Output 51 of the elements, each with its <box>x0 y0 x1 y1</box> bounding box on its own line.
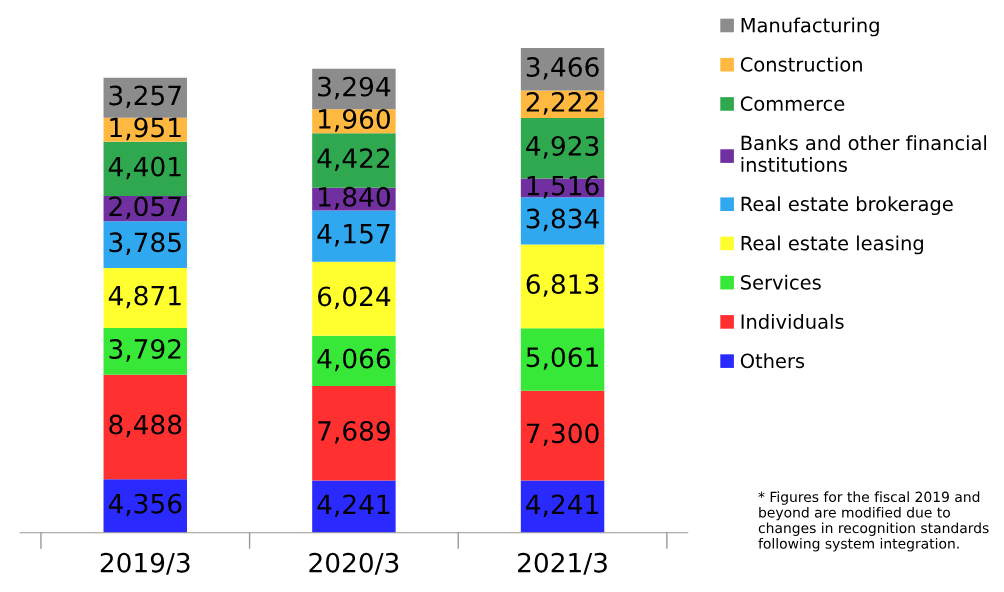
data-label: 3,466 <box>526 56 599 80</box>
legend-label: Others <box>740 353 805 369</box>
data-label: 1,960 <box>319 108 390 132</box>
data-label: 4,871 <box>108 285 181 309</box>
legend-label: Construction <box>740 56 862 72</box>
data-label: 6,813 <box>526 274 599 297</box>
bar <box>520 390 605 481</box>
legend-label: Banks and other financial institutions <box>741 135 987 173</box>
data-label: 3,834 <box>526 208 599 232</box>
x-tick-label: 2019/3 <box>100 552 190 575</box>
data-label: 4,401 <box>108 156 181 180</box>
x-tick-label: 2021/3 <box>518 552 607 575</box>
data-label: 3,257 <box>109 85 181 109</box>
data-label: 7,689 <box>318 420 390 444</box>
data-label: 4,356 <box>108 493 182 517</box>
data-label: 3,792 <box>109 338 181 362</box>
bar <box>312 210 396 262</box>
data-label: 1,516 <box>527 175 599 199</box>
data-label: 4,241 <box>526 494 598 518</box>
data-label: 8,488 <box>109 414 182 438</box>
bar <box>103 267 187 328</box>
bar <box>103 141 187 197</box>
data-label: 6,024 <box>317 286 391 310</box>
bar <box>520 328 605 391</box>
bar <box>312 261 396 336</box>
data-label: 4,422 <box>317 148 390 171</box>
text: * Figures for the fiscal 2019 and beyond are modified due to changes in recognition standards following system integration. <box>758 491 989 552</box>
bar <box>312 385 396 481</box>
x-tick-label: 2020/3 <box>309 552 399 575</box>
data-label: 4,923 <box>526 135 599 159</box>
bar <box>103 221 187 268</box>
data-label: 4,066 <box>317 348 391 372</box>
legend-label: Commerce <box>740 96 845 112</box>
bar <box>520 244 605 329</box>
bar <box>312 133 396 188</box>
data-label: 2,222 <box>526 91 598 115</box>
data-label: 4,241 <box>317 494 390 518</box>
data-label: 1,951 <box>110 117 181 141</box>
data-label: 3,294 <box>318 76 391 100</box>
data-label: 5,061 <box>526 347 598 370</box>
legend-label: Real estate brokerage <box>741 196 953 216</box>
data-label: 2,057 <box>109 196 181 220</box>
legend-label: Real estate leasing <box>741 235 923 255</box>
legend-label: Individuals <box>741 313 844 329</box>
data-label: 3,785 <box>109 232 181 256</box>
data-label: 7,300 <box>526 423 599 446</box>
legend-label: Services <box>741 274 821 290</box>
legend-label: Manufacturing <box>741 17 879 37</box>
bar <box>103 374 187 480</box>
data-label: 1,840 <box>319 186 390 210</box>
data-label: 4,157 <box>317 224 390 247</box>
